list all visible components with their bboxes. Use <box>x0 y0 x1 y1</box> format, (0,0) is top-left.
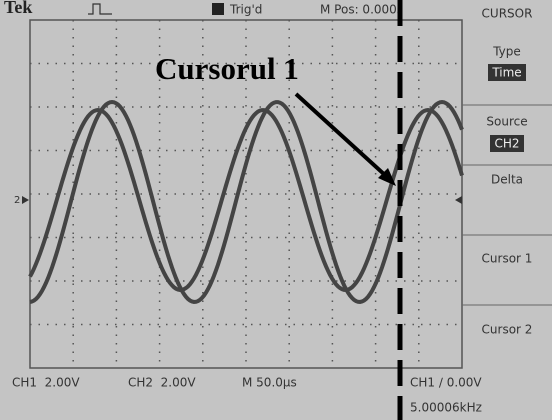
oscilloscope-screen: Tek Trig'd M Pos: 0.000s CURSOR Type Tim… <box>0 0 552 420</box>
horizontal-position: M Pos: 0.000s <box>320 3 403 17</box>
menu-title: CURSOR <box>482 7 533 21</box>
ch2-scale: CH2 2.00V <box>128 376 196 390</box>
menu-label[interactable]: Cursor 2 <box>482 323 533 337</box>
brand: Tek <box>4 0 32 17</box>
channel-marker: 2 <box>14 195 20 206</box>
menu-value[interactable]: CH2 <box>494 137 519 151</box>
menu-value[interactable]: Time <box>491 66 521 80</box>
menu-label[interactable]: Type <box>492 45 521 59</box>
annotation-label: Cursorul 1 <box>155 51 299 86</box>
trigger-setting: CH1 ∕ 0.00V <box>410 376 482 390</box>
menu-label[interactable]: Delta <box>491 173 523 187</box>
menu-label[interactable]: Cursor 1 <box>482 252 533 266</box>
menu-label[interactable]: Source <box>486 115 527 129</box>
trigger-status-icon <box>212 3 224 15</box>
trigger-status: Trig'd <box>229 3 262 17</box>
frequency: 5.00006kHz <box>410 401 482 415</box>
timebase: M 50.0µs <box>242 376 297 390</box>
ch1-scale: CH1 2.00V <box>12 376 80 390</box>
